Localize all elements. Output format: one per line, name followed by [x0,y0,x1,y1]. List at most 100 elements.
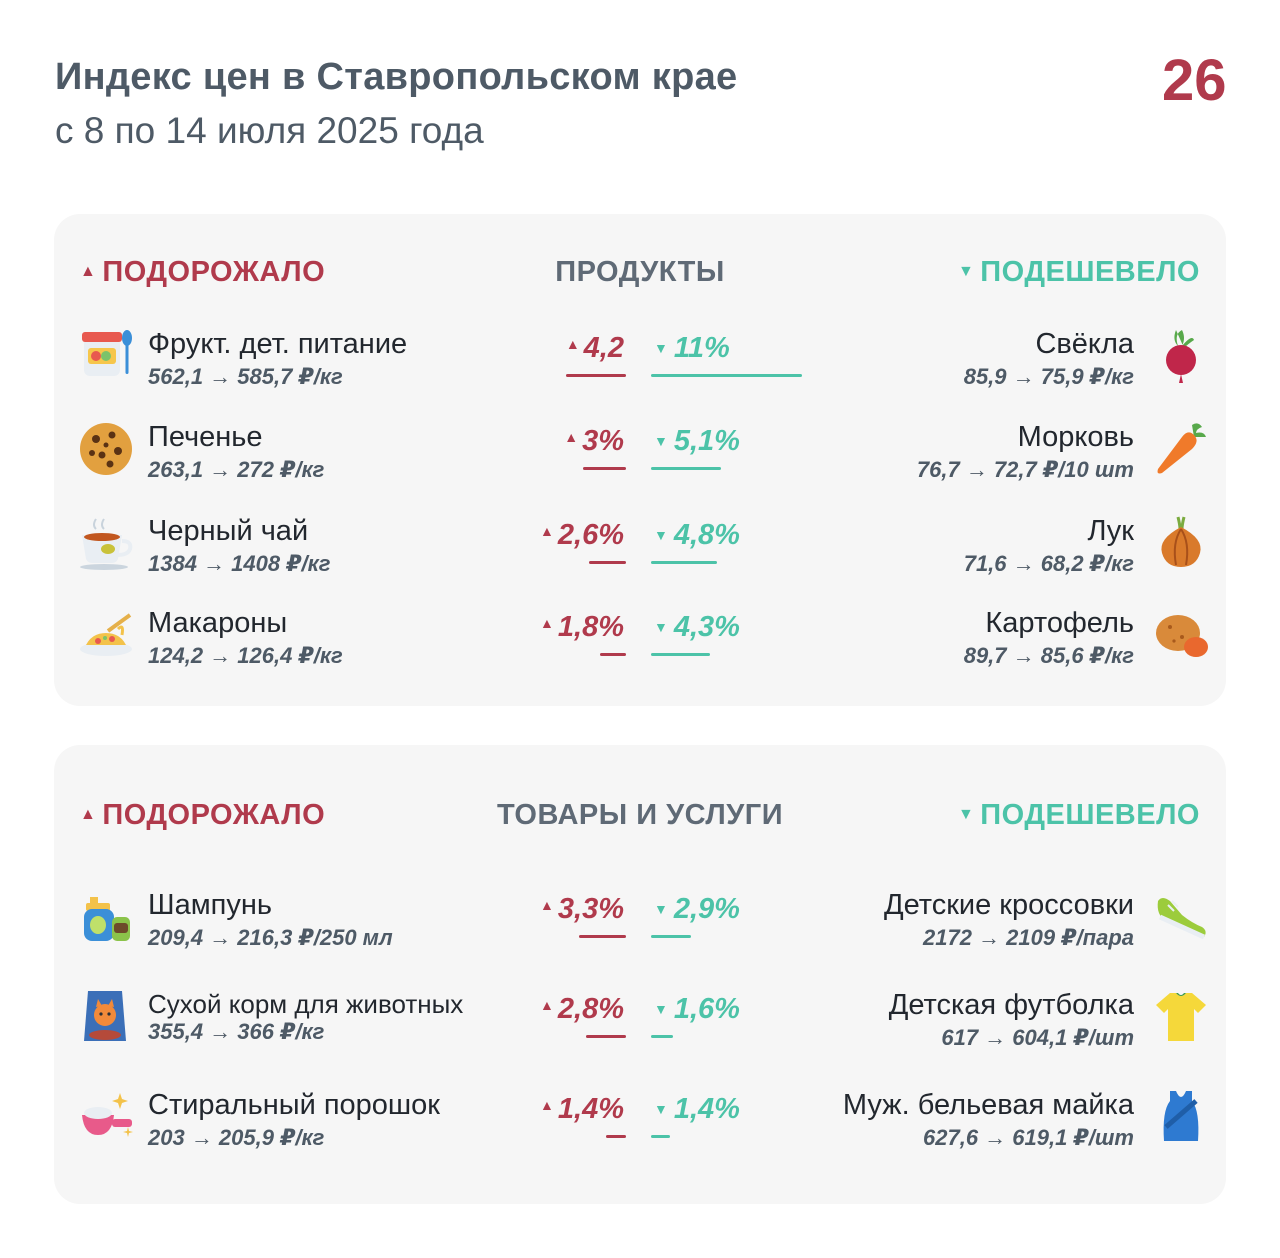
item-price: 627,6 → 619,1 ₽/шт [923,1125,1134,1150]
page-subtitle: с 8 по 14 июля 2025 года [55,110,484,151]
logo-26-icon: 26 [1162,48,1227,110]
item-price: 124,2 → 126,4 ₽/кг [148,643,343,668]
decrease-percent: ▼ 1,4% [654,1093,740,1126]
svg-text:26: 26 [1162,48,1227,110]
cookie-icon [80,423,132,475]
down-triangle-icon: ▼ [654,340,668,356]
down-triangle-icon: ▼ [957,806,975,823]
decrease-bar [651,935,691,938]
decrease-percent-value: 11% [673,332,730,364]
baby-food-jar-icon [82,330,132,376]
down-triangle-icon: ▼ [654,433,668,449]
item-price: 89,7 → 85,6 ₽/кг [963,643,1134,668]
increase-percent: ▲ 1,8% [540,611,624,644]
decrease-percent: ▼ 1,6% [654,993,740,1026]
increase-percent: ▲ 2,6% [540,519,624,552]
item-price: 1384 → 1408 ₽/кг [148,551,331,576]
pet-food-bag-icon [84,991,126,1041]
increase-percent-value: 2,8% [557,993,624,1025]
decrease-percent-value: 4,3% [673,611,740,643]
decrease-bar [651,1135,670,1138]
up-triangle-icon: ▲ [80,806,97,823]
increase-percent: ▲ 3% [564,425,624,458]
up-triangle-icon: ▲ [540,1097,554,1113]
food-header-up-label: ПОДОРОЖАЛО [102,256,326,288]
goods-header-down-label: ПОДЕШЕВЕЛО [980,799,1200,831]
increase-percent: ▲ 4,2 [566,332,624,365]
increase-percent-value: 1,8% [557,611,624,643]
food-row: Фрукт. дет. питание 562,1 → 585,7 ₽/кг ▲… [54,326,1226,406]
decrease-percent: ▼ 2,9% [654,893,740,926]
increase-bar [600,653,626,656]
up-triangle-icon: ▲ [540,615,554,631]
food-panel: ▲ ПОДОРОЖАЛО ПРОДУКТЫ ▼ ПОДЕШЕВЕЛО Фрукт. … [54,214,1226,706]
item-price: 85,9 → 75,9 ₽/кг [963,364,1134,389]
down-triangle-icon: ▼ [957,263,975,280]
down-triangle-icon: ▼ [654,1101,668,1117]
food-header-down-label: ПОДЕШЕВЕЛО [980,256,1200,288]
up-triangle-icon: ▲ [564,429,579,445]
increase-percent: ▲ 3,3% [540,893,624,926]
increase-bar [566,374,626,377]
detergent-scoop-icon [82,1093,133,1137]
item-name: Черный чай [148,515,309,547]
item-name: Печенье [148,421,263,453]
decrease-bar [651,561,717,564]
up-triangle-icon: ▲ [80,263,97,280]
decrease-bar [651,653,710,656]
down-triangle-icon: ▼ [654,1001,668,1017]
increase-bar [589,561,626,564]
increase-percent-value: 2,6% [557,519,624,551]
decrease-bar [651,374,802,377]
goods-header-down: ▼ ПОДЕШЕВЕЛО [958,799,1200,832]
item-price: 203 → 205,9 ₽/кг [148,1125,325,1150]
item-name: Картофель [985,607,1134,639]
onion-icon [1161,516,1201,567]
item-name: Лук [1087,515,1134,547]
beetroot-icon [1166,330,1196,383]
food-row: Печенье 263,1 → 272 ₽/кг ▲ 3% ▼ 5,1% Морко… [54,419,1226,499]
increase-percent: ▲ 2,8% [540,993,624,1026]
decrease-percent-value: 1,4% [673,1093,740,1125]
carrot-icon [1157,423,1206,474]
item-price: 209,4 → 216,3 ₽/250 мл [148,925,393,950]
decrease-percent-value: 5,1% [673,425,740,457]
increase-bar [579,935,626,938]
increase-bar [583,467,626,470]
sneaker-icon [1157,898,1206,940]
up-triangle-icon: ▲ [540,523,554,539]
item-name: Фрукт. дет. питание [148,328,408,360]
goods-header-up: ▲ ПОДОРОЖАЛО [80,799,325,832]
goods-header-title: ТОВАРЫ И УСЛУГИ [496,799,784,831]
tank-top-icon [1163,1091,1199,1141]
potato-icon [1156,615,1208,657]
page-title: Индекс цен в Ставропольском крае [55,56,738,98]
decrease-bar [651,1035,673,1038]
goods-row: Шампунь 209,4 → 216,3 ₽/250 мл ▲ 3,3% ▼ 2,… [54,887,1226,967]
item-name: Свёкла [1035,328,1134,360]
item-price: 76,7 → 72,7 ₽/10 шт [916,457,1134,482]
goods-panel: ▲ ПОДОРОЖАЛО ТОВАРЫ И УСЛУГИ ▼ ПОДЕШЕВЕЛО … [54,745,1226,1204]
up-triangle-icon: ▲ [540,997,554,1013]
down-triangle-icon: ▼ [654,901,668,917]
decrease-percent-value: 1,6% [673,993,740,1025]
item-price: 71,6 → 68,2 ₽/кг [963,551,1134,576]
decrease-percent: ▼ 4,3% [654,611,740,644]
item-name: Детская футболка [888,989,1134,1021]
item-price: 562,1 → 585,7 ₽/кг [148,364,343,389]
food-header-up: ▲ ПОДОРОЖАЛО [80,256,325,289]
item-name: Морковь [1017,421,1134,453]
up-triangle-icon: ▲ [565,336,580,352]
item-price: 355,4 → 366 ₽/кг [148,1019,325,1044]
decrease-bar [651,467,721,470]
down-triangle-icon: ▼ [654,527,668,543]
goods-header-up-label: ПОДОРОЖАЛО [102,799,326,831]
item-name: Муж. бельевая майка [842,1089,1134,1121]
increase-percent-value: 4,2 [583,332,624,364]
item-name: Шампунь [148,889,272,921]
food-header-title: ПРОДУКТЫ [555,256,725,288]
item-price: 2172 → 2109 ₽/пара [923,925,1134,950]
pasta-icon [80,613,132,656]
increase-percent-value: 1,4% [557,1093,624,1125]
item-price: 617 → 604,1 ₽/шт [941,1025,1134,1050]
